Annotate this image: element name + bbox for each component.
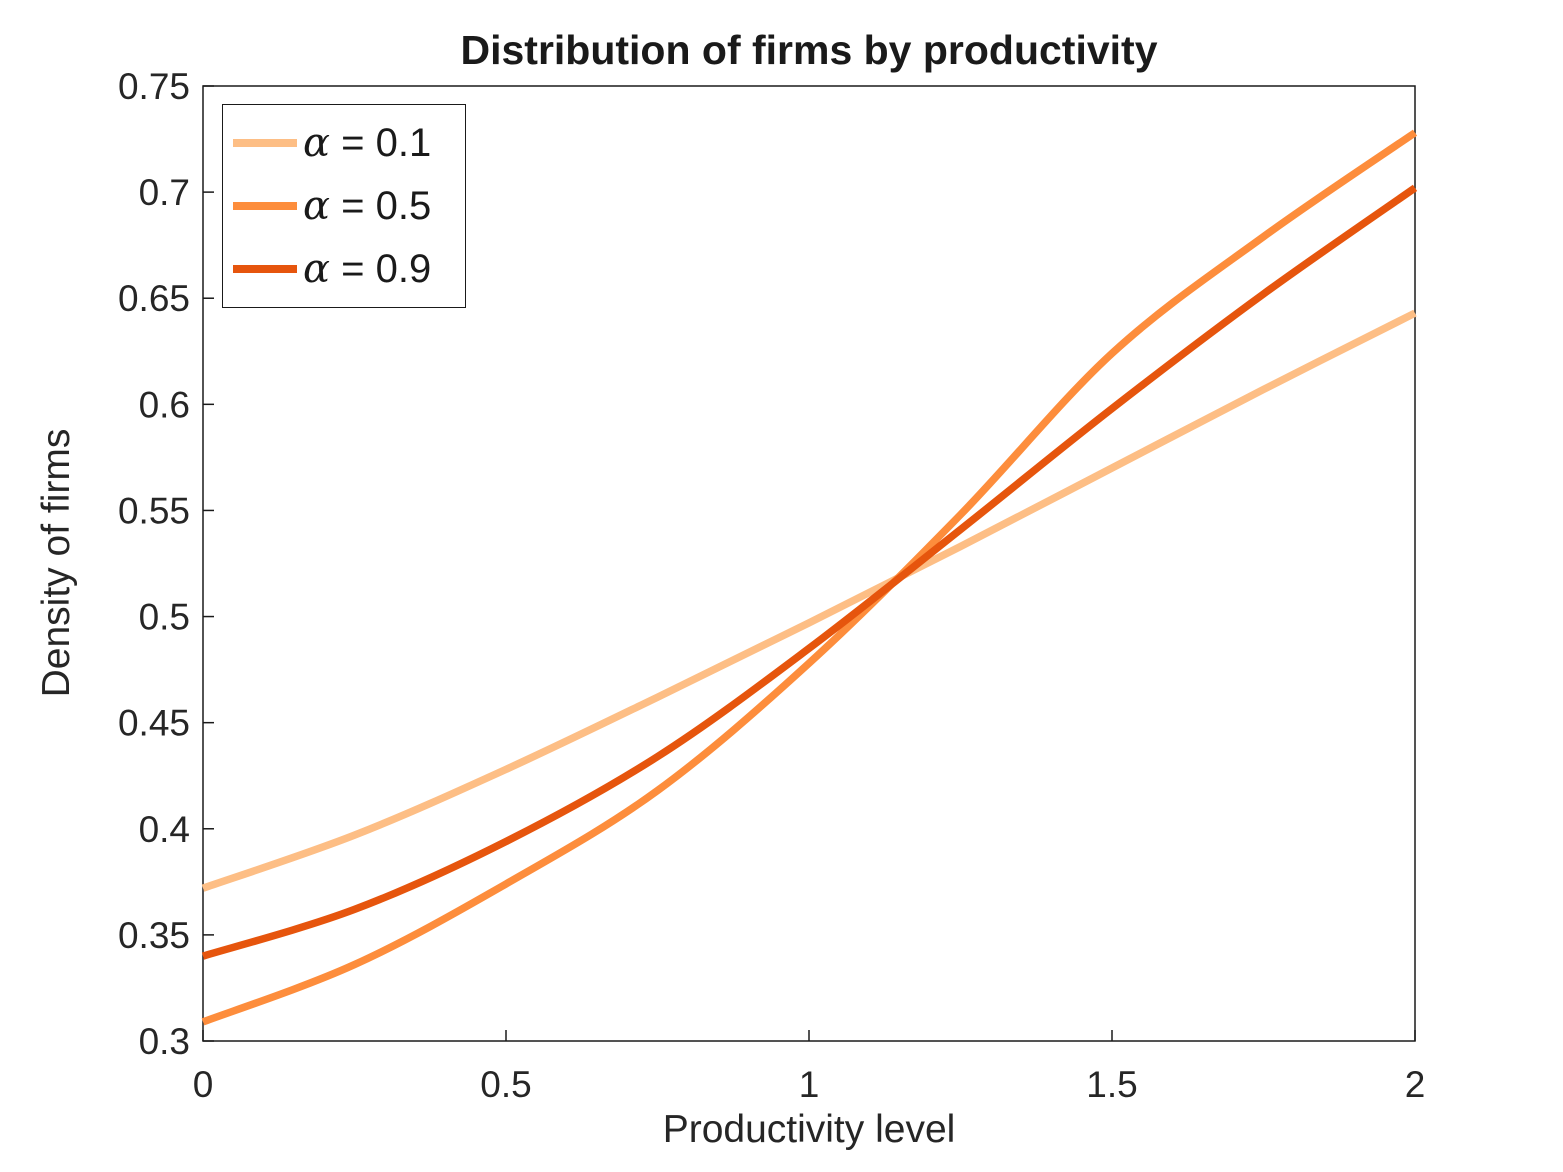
legend: α = 0.1 α = 0.5 α = 0.9: [222, 104, 466, 308]
y-tick-label-7: 0.65: [118, 278, 190, 319]
series-line-0: [201, 309, 1417, 892]
legend-item-label-0: α = 0.1: [303, 119, 432, 166]
series-line-2: [201, 184, 1418, 960]
x-axis-label: Productivity level: [662, 1108, 956, 1151]
x-tick-label-2: 1: [799, 1064, 820, 1105]
series-line-1: [201, 129, 1418, 1026]
y-tick-label-4: 0.5: [139, 597, 190, 638]
y-tick-label-2: 0.4: [139, 809, 190, 850]
y-tick-label-5: 0.55: [118, 490, 190, 531]
x-tick-label-3: 1.5: [1086, 1064, 1137, 1105]
legend-color-line-0: [233, 138, 297, 147]
y-tick-label-8: 0.7: [139, 172, 190, 213]
x-tick-label-1: 0.5: [480, 1064, 531, 1105]
legend-color-line-1: [233, 201, 297, 210]
y-tick-label-1: 0.35: [118, 915, 190, 956]
y-tick-label-9: 0.75: [118, 66, 190, 107]
legend-item-label-2: α = 0.9: [303, 246, 432, 293]
y-tick-label-6: 0.6: [139, 384, 190, 425]
x-tick-label-4: 2: [1405, 1064, 1426, 1105]
x-tick-label-0: 0: [193, 1064, 214, 1105]
y-axis-label: Density of firms: [35, 428, 78, 698]
legend-item-1: α = 0.5: [223, 176, 465, 236]
legend-color-line-2: [233, 265, 297, 274]
legend-item-label-1: α = 0.5: [303, 182, 432, 229]
chart-title: Distribution of firms by productivity: [460, 27, 1158, 73]
legend-item-2: α = 0.9: [223, 239, 465, 299]
legend-item-0: α = 0.1: [223, 113, 465, 173]
y-tick-label-0: 0.3: [139, 1021, 190, 1062]
y-tick-label-3: 0.45: [118, 703, 190, 744]
